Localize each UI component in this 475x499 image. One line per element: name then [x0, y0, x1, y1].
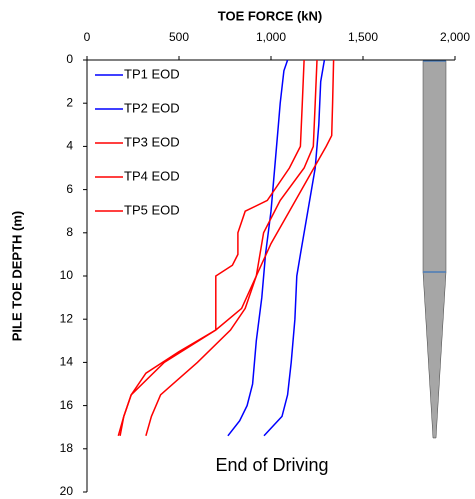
y-tick-label: 10	[60, 268, 74, 282]
x-tick-label: 0	[84, 30, 91, 44]
pile-graphic	[422, 60, 447, 439]
legend-label: TP3 EOD	[124, 134, 180, 149]
x-tick-label: 500	[169, 30, 189, 44]
legend-label: TP5 EOD	[124, 202, 180, 217]
chart-title: TOE FORCE (kN)	[218, 8, 323, 23]
data-line	[145, 59, 335, 437]
y-tick-label: 14	[60, 355, 74, 369]
y-tick-label: 20	[60, 484, 74, 498]
y-tick-label: 18	[60, 441, 74, 455]
y-tick-label: 4	[66, 139, 73, 153]
x-tick-label: 1,500	[348, 30, 378, 44]
y-tick-label: 8	[66, 225, 73, 239]
annotation: End of Driving	[215, 455, 328, 475]
x-tick-label: 2,000	[440, 30, 470, 44]
y-tick-label: 0	[66, 52, 73, 66]
y-tick-label: 12	[60, 311, 74, 325]
y-tick-label: 6	[66, 182, 73, 196]
y-tick-label: 16	[60, 398, 74, 412]
x-tick-label: 1,000	[256, 30, 286, 44]
y-tick-label: 2	[66, 95, 73, 109]
data-line	[263, 59, 326, 437]
y-axis-label: PILE TOE DEPTH (m)	[9, 211, 24, 342]
data-line	[227, 59, 289, 437]
legend-label: TP1 EOD	[124, 66, 180, 81]
legend-label: TP2 EOD	[124, 100, 180, 115]
data-line	[117, 59, 318, 437]
data-line	[119, 59, 305, 436]
legend-label: TP4 EOD	[124, 168, 180, 183]
